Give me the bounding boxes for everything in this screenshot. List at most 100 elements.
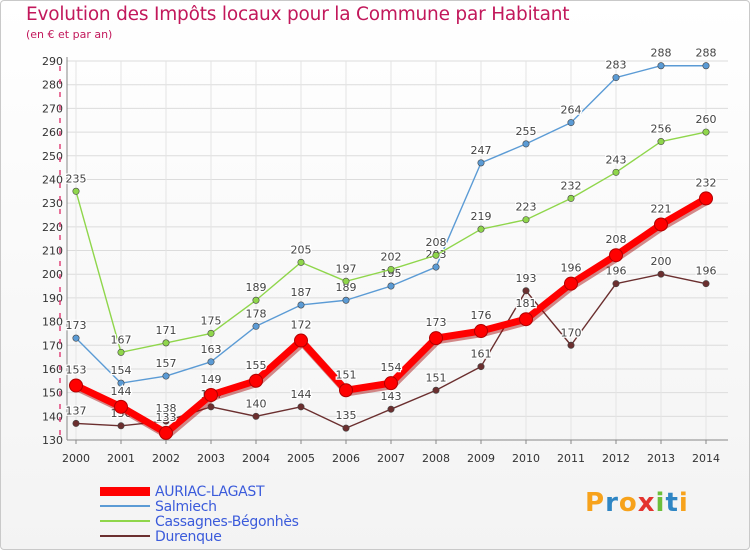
proxiti-logo[interactable]: Proxiti [585,488,689,518]
data-point [432,251,440,259]
data-label: 135 [336,409,357,422]
y-tick-label: 200 [42,268,63,281]
data-label: 167 [111,333,132,346]
x-tick-label: 2010 [512,452,540,465]
data-point [204,387,218,402]
logo-letter: t [665,488,679,518]
logo-letter: o [618,488,638,518]
data-point [342,424,350,432]
data-label: 260 [696,113,717,126]
legend-swatch-cassagnes-begonhes [100,520,150,522]
x-tick-label: 2004 [242,452,270,465]
y-tick-label: 270 [42,102,63,115]
data-point [702,62,710,70]
data-point [117,379,125,387]
data-point [522,140,530,148]
data-point [432,263,440,271]
legend-label-cassagnes-begonhes: Cassagnes-Bégonhès [155,514,299,530]
x-tick-label: 2014 [692,452,720,465]
data-point [249,373,263,388]
x-tick-label: 2000 [62,452,90,465]
logo-letter: x [637,488,656,518]
data-label: 173 [426,316,447,329]
data-label: 288 [696,47,717,60]
data-point [72,334,80,342]
data-point [702,128,710,136]
data-label: 154 [381,361,402,374]
data-label: 163 [201,343,222,356]
data-label: 144 [291,388,312,401]
data-label: 256 [651,123,672,136]
data-label: 189 [246,281,267,294]
data-label: 181 [516,297,537,310]
data-label: 175 [201,314,222,327]
data-label: 219 [471,210,492,223]
data-label: 288 [651,47,672,60]
data-point [114,399,128,414]
data-point [567,194,575,202]
data-label: 154 [111,364,132,377]
data-label: 208 [606,233,627,246]
y-tick-label: 280 [42,79,63,92]
data-label: 157 [156,357,177,370]
data-point [342,296,350,304]
data-point [612,74,620,82]
y-tick-label: 240 [42,173,63,186]
data-label: 140 [246,397,267,410]
legend-item-cassagnes-begonhes: Cassagnes-Bégonhès [100,514,400,530]
y-tick-label: 250 [42,150,63,163]
data-point [657,62,665,70]
y-tick-label: 140 [42,410,63,423]
data-label: 151 [426,371,447,384]
data-point [162,417,170,425]
data-point [474,324,488,339]
data-point [612,280,620,288]
data-point [117,348,125,356]
data-point [297,301,305,309]
y-tick-label: 210 [42,245,63,258]
data-point [294,333,308,348]
x-tick-label: 2003 [197,452,225,465]
data-label: 193 [516,272,537,285]
data-point [387,265,395,273]
data-label: 176 [471,309,492,322]
data-point [162,372,170,380]
data-label: 243 [606,153,627,166]
x-tick-label: 2001 [107,452,135,465]
data-point [159,425,173,440]
data-label: 178 [246,307,267,320]
data-point [297,258,305,266]
y-tick-label: 170 [42,339,63,352]
data-label: 189 [336,281,357,294]
x-tick-label: 2006 [332,452,360,465]
data-point [654,217,668,232]
data-label: 149 [201,373,222,386]
data-label: 133 [156,411,177,424]
data-label: 200 [651,255,672,268]
data-point [702,280,710,288]
data-point [339,383,353,398]
legend-swatch-durenque [100,535,150,537]
x-tick-label: 2008 [422,452,450,465]
data-point [252,412,260,420]
y-tick-label: 260 [42,126,63,139]
x-tick-label: 2013 [647,452,675,465]
data-point [432,386,440,394]
data-label: 196 [561,262,582,275]
logo-letter: i [678,488,689,518]
data-point [72,419,80,427]
data-point [207,358,215,366]
data-point [522,287,530,295]
y-tick-label: 150 [42,387,63,400]
data-label: 255 [516,125,537,138]
data-point [564,276,578,291]
data-point [387,282,395,290]
data-label: 172 [291,319,312,332]
data-point [657,270,665,278]
data-label: 283 [606,59,627,72]
data-point [522,216,530,224]
legend-label-durenque: Durenque [155,529,222,545]
legend-item-auriac-lagast: AURIAC-LAGAST [100,484,400,500]
chart-subtitle: (en € et par an) [26,28,113,41]
data-label: 264 [561,104,582,117]
